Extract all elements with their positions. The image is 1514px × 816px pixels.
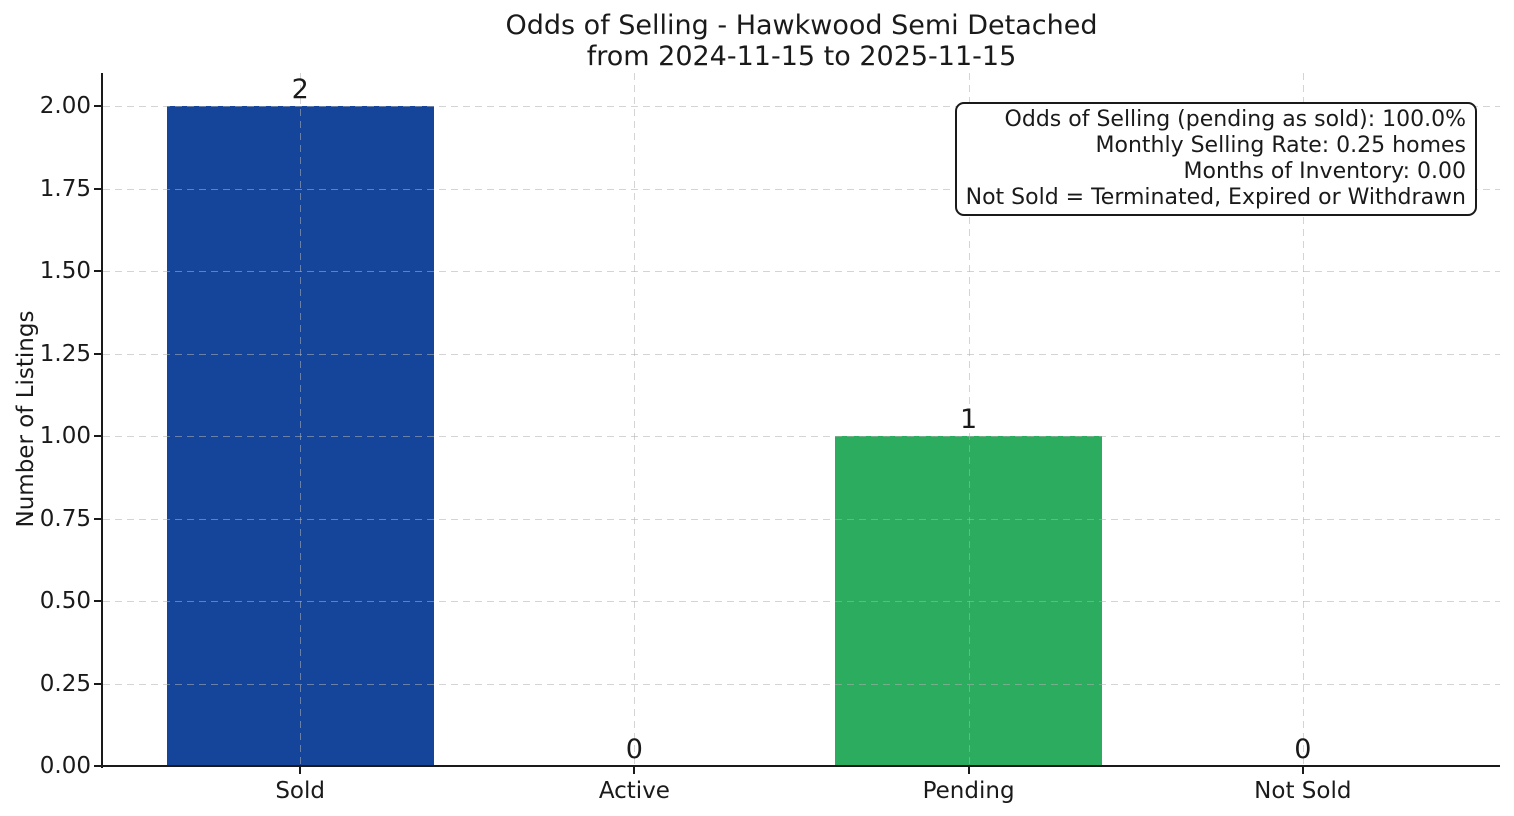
gridline-horizontal bbox=[103, 601, 1500, 602]
y-tick-mark bbox=[94, 517, 102, 520]
y-tick-label: 1.75 bbox=[39, 175, 91, 202]
gridline-horizontal bbox=[103, 683, 1500, 685]
x-tick-label-active: Active bbox=[598, 778, 670, 804]
gridline-horizontal bbox=[103, 106, 1500, 107]
gridline-vertical bbox=[968, 73, 970, 766]
bar-value-label: 1 bbox=[960, 404, 978, 435]
annotation-odds-of-selling: Odds of Selling (pending as sold): 100.0… bbox=[1004, 107, 1466, 132]
x-tick-mark bbox=[299, 766, 302, 774]
chart-title-line2: from 2024-11-15 to 2025-11-15 bbox=[586, 41, 1017, 72]
x-tick-label-sold: Sold bbox=[275, 778, 325, 804]
annotation-not-sold-definition: Not Sold = Terminated, Expired or Withdr… bbox=[965, 185, 1466, 210]
gridline-horizontal bbox=[103, 518, 1500, 520]
x-tick-label-not-sold: Not Sold bbox=[1254, 778, 1352, 804]
gridline-horizontal bbox=[103, 188, 1500, 190]
gridline-horizontal bbox=[103, 353, 1500, 355]
y-tick-mark bbox=[94, 600, 102, 602]
y-tick-mark bbox=[94, 435, 102, 437]
annotation-box: Odds of Selling (pending as sold): 100.0… bbox=[954, 102, 1477, 216]
y-tick-label: 0.50 bbox=[39, 588, 91, 614]
chart-title: Odds of Selling - Hawkwood Semi Detached… bbox=[103, 10, 1500, 72]
bar-value-label: 0 bbox=[625, 734, 643, 765]
y-tick-mark bbox=[94, 765, 102, 767]
annotation-monthly-selling-rate: Monthly Selling Rate: 0.25 homes bbox=[1095, 133, 1466, 158]
gridline-vertical bbox=[1302, 73, 1304, 766]
y-tick-label: 0.00 bbox=[39, 753, 91, 779]
y-tick-mark bbox=[94, 187, 102, 190]
y-tick-mark bbox=[94, 682, 102, 685]
y-tick-label: 0.75 bbox=[39, 505, 91, 532]
y-tick-mark bbox=[94, 105, 102, 107]
y-tick-label: 0.25 bbox=[39, 670, 91, 697]
x-tick-label-pending: Pending bbox=[922, 778, 1015, 804]
annotation-months-of-inventory: Months of Inventory: 0.00 bbox=[1183, 159, 1466, 184]
y-tick-label: 2.00 bbox=[39, 93, 91, 119]
x-axis-spine bbox=[101, 765, 1500, 767]
x-tick-mark bbox=[1301, 766, 1304, 774]
y-tick-mark bbox=[94, 352, 102, 355]
x-tick-mark bbox=[967, 766, 970, 774]
gridline-vertical bbox=[634, 73, 636, 766]
y-tick-mark bbox=[94, 270, 102, 272]
y-tick-label: 1.50 bbox=[39, 258, 91, 284]
gridline-vertical bbox=[300, 73, 302, 766]
bar-value-label: 0 bbox=[1294, 734, 1312, 765]
x-tick-mark bbox=[633, 766, 636, 774]
y-tick-label: 1.25 bbox=[39, 340, 91, 367]
y-tick-label: 1.00 bbox=[39, 423, 91, 449]
gridline-horizontal bbox=[103, 436, 1500, 437]
bar-value-label: 2 bbox=[291, 74, 309, 105]
chart-title-line1: Odds of Selling - Hawkwood Semi Detached bbox=[505, 10, 1098, 41]
gridline-horizontal bbox=[103, 271, 1500, 272]
y-axis-spine bbox=[101, 73, 103, 768]
